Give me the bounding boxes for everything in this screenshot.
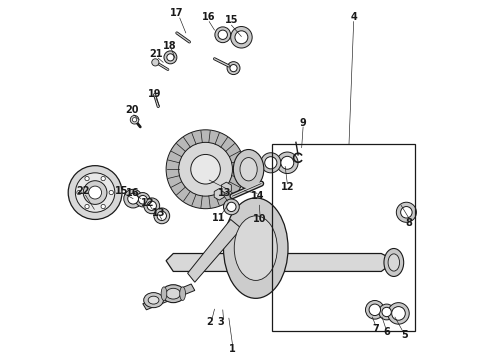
Text: 21: 21 (149, 49, 163, 59)
Circle shape (401, 207, 412, 218)
Circle shape (218, 30, 227, 40)
Circle shape (276, 152, 298, 174)
Ellipse shape (384, 248, 404, 276)
Circle shape (128, 193, 139, 204)
Circle shape (191, 154, 220, 184)
Ellipse shape (162, 285, 185, 303)
Circle shape (139, 195, 147, 204)
Circle shape (101, 204, 105, 209)
Circle shape (109, 190, 113, 195)
Circle shape (152, 59, 159, 66)
Polygon shape (143, 284, 195, 310)
Text: 18: 18 (163, 41, 176, 50)
Ellipse shape (233, 149, 264, 189)
Text: 6: 6 (383, 327, 390, 337)
Text: 13: 13 (218, 188, 231, 198)
Circle shape (130, 116, 139, 124)
Circle shape (136, 193, 150, 207)
Circle shape (124, 189, 143, 208)
Circle shape (132, 118, 137, 122)
Text: 5: 5 (401, 330, 408, 340)
Circle shape (144, 198, 160, 214)
Text: 15: 15 (115, 186, 128, 196)
Polygon shape (166, 253, 389, 271)
Text: 22: 22 (76, 186, 90, 196)
Ellipse shape (180, 287, 186, 301)
Circle shape (101, 176, 105, 181)
Circle shape (167, 54, 174, 61)
Circle shape (166, 130, 245, 209)
Ellipse shape (148, 296, 159, 304)
Text: 8: 8 (406, 218, 413, 228)
Text: 7: 7 (372, 324, 379, 334)
Polygon shape (214, 189, 224, 200)
Ellipse shape (240, 158, 257, 181)
Text: 19: 19 (148, 89, 161, 99)
Text: 1: 1 (229, 343, 236, 354)
Ellipse shape (166, 288, 180, 299)
Ellipse shape (388, 254, 399, 271)
Circle shape (223, 199, 239, 215)
Circle shape (77, 190, 81, 195)
Circle shape (68, 166, 122, 220)
Circle shape (157, 211, 167, 221)
Circle shape (179, 142, 232, 196)
Circle shape (388, 303, 409, 324)
Circle shape (227, 62, 240, 75)
Text: 20: 20 (125, 105, 139, 115)
Text: 2: 2 (206, 317, 213, 327)
Circle shape (75, 173, 115, 212)
Circle shape (230, 64, 237, 72)
Text: 13: 13 (151, 208, 165, 218)
Text: 11: 11 (212, 213, 225, 222)
Circle shape (231, 27, 252, 48)
Circle shape (85, 176, 89, 181)
Circle shape (261, 153, 281, 173)
Text: 16: 16 (126, 188, 140, 198)
Circle shape (227, 202, 236, 212)
Circle shape (147, 201, 156, 211)
Ellipse shape (223, 198, 288, 298)
Text: 4: 4 (350, 12, 357, 22)
Text: 17: 17 (170, 8, 184, 18)
Ellipse shape (144, 293, 164, 308)
Ellipse shape (234, 216, 277, 280)
Circle shape (281, 156, 294, 169)
Circle shape (215, 27, 231, 42)
Text: 14: 14 (250, 191, 264, 201)
Polygon shape (221, 182, 231, 194)
Text: 10: 10 (253, 215, 267, 224)
Text: 9: 9 (300, 118, 306, 128)
Text: 12: 12 (281, 182, 294, 192)
Circle shape (379, 304, 394, 320)
Circle shape (235, 31, 248, 44)
Ellipse shape (161, 287, 167, 301)
Polygon shape (188, 220, 242, 282)
Circle shape (164, 51, 177, 64)
Bar (272, 144, 416, 330)
Circle shape (265, 157, 277, 169)
Circle shape (382, 307, 392, 317)
Circle shape (154, 208, 170, 224)
Text: 3: 3 (217, 317, 224, 327)
Circle shape (392, 307, 405, 320)
Circle shape (83, 181, 107, 204)
Circle shape (396, 202, 416, 222)
Text: 16: 16 (202, 12, 215, 22)
Circle shape (85, 204, 89, 209)
Circle shape (369, 304, 381, 316)
Text: 12: 12 (142, 198, 155, 208)
Circle shape (366, 301, 384, 319)
Text: 15: 15 (224, 15, 238, 26)
Circle shape (89, 186, 101, 199)
